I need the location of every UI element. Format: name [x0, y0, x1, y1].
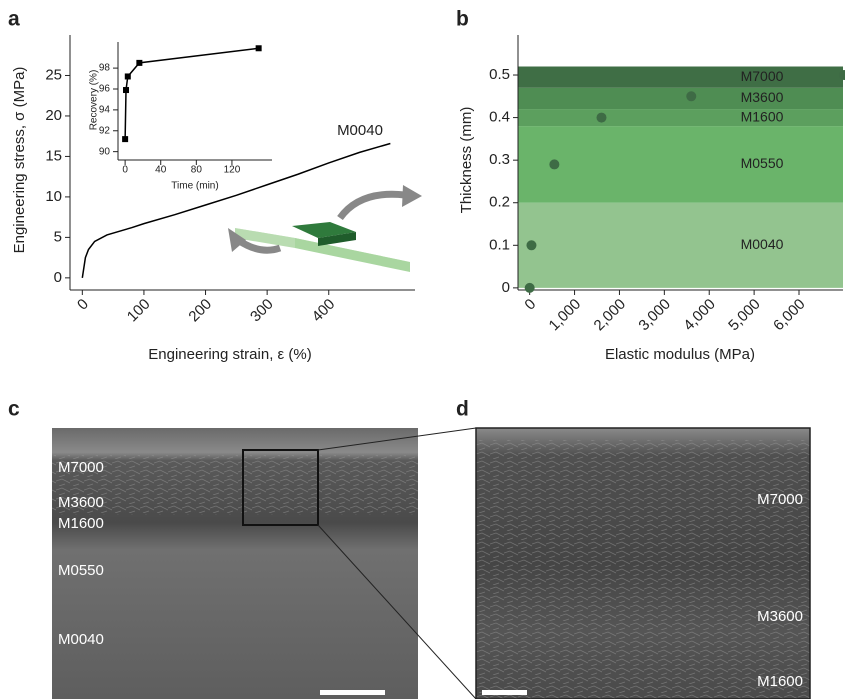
- x-tick-label: 2,000: [591, 296, 630, 335]
- band-label: M7000: [741, 68, 784, 84]
- panel-letter: c: [8, 398, 20, 421]
- x-tick-label: 100: [124, 296, 154, 326]
- y-axis-title: Thickness (mm): [458, 107, 475, 214]
- x-axis-title: Time (min): [171, 181, 218, 192]
- figure: c d M7000 M3600 M1600 M0550 M0040 M7000 …: [0, 0, 845, 699]
- x-tick-label: 400: [309, 296, 339, 326]
- layer-label: M3600: [58, 494, 104, 511]
- chart: 90 92 94 96 98 0 40 80 120 Time (min) Recovery (%): [89, 42, 272, 192]
- point: [526, 240, 536, 250]
- y-tick-label: 96: [99, 84, 111, 95]
- x-tick-label: 120: [224, 165, 241, 176]
- layer-label: M7000: [757, 491, 803, 508]
- layer-label: M1600: [757, 673, 803, 690]
- y-tick-label: 20: [45, 107, 62, 124]
- y-tick-label: 0.5: [489, 66, 510, 83]
- y-tick-label: 90: [99, 146, 111, 157]
- texture: [476, 440, 810, 699]
- band: [518, 109, 843, 126]
- y-axis-title: Recovery (%): [89, 70, 100, 131]
- layer-label: M7000: [58, 459, 104, 476]
- layer-label: M3600: [757, 608, 803, 625]
- y-tick-label: 98: [99, 63, 111, 74]
- point: [525, 283, 535, 293]
- layer-label: M1600: [58, 515, 104, 532]
- y-axis-title: Engineering stress, σ (MPa): [11, 67, 28, 254]
- chart: M0040 M0550 M1600 M3600 M7000 0 0.1 0.2 0.3 0.4 0.…: [456, 8, 845, 363]
- x-tick-label: 4,000: [680, 296, 719, 335]
- y-tick-label: 25: [45, 66, 62, 83]
- band-label: M0550: [741, 155, 784, 171]
- band: [518, 88, 843, 109]
- band-label: M1600: [741, 108, 784, 124]
- y-tick-label: 0: [54, 269, 62, 286]
- layer-label: M0040: [58, 631, 104, 648]
- x-tick-label: 200: [185, 296, 215, 326]
- x-tick-label: 0: [122, 165, 128, 176]
- x-tick-label: 6,000: [770, 296, 809, 335]
- marker: [122, 136, 128, 142]
- y-tick-label: 0.4: [489, 109, 510, 126]
- line: [125, 48, 259, 139]
- panel-letter: a: [8, 8, 20, 31]
- x-tick-label: 0: [521, 296, 539, 314]
- panel-letter: d: [456, 398, 469, 421]
- y-tick-label: 15: [45, 147, 62, 164]
- y-tick-label: 94: [99, 105, 111, 116]
- y-tick-label: 10: [45, 188, 62, 205]
- band: [518, 126, 843, 203]
- y-tick-label: 0.2: [489, 194, 510, 211]
- x-tick-label: 300: [247, 296, 277, 326]
- point: [596, 113, 606, 123]
- y-tick-label: 5: [54, 228, 62, 245]
- texture: [52, 455, 418, 515]
- layer-label: M0550: [58, 562, 104, 579]
- y-tick-label: 0.3: [489, 151, 510, 168]
- x-axis-title: Engineering strain, ε (%): [148, 346, 311, 363]
- x-tick-label: 1,000: [546, 296, 585, 335]
- panel-letter: b: [456, 8, 469, 31]
- y-tick-label: 0.1: [489, 236, 510, 253]
- scale-bar: [320, 690, 385, 695]
- marker: [125, 73, 131, 79]
- y-tick-label: 0: [502, 279, 510, 296]
- x-tick-label: 80: [191, 165, 203, 176]
- band-label: M3600: [741, 89, 784, 105]
- point: [686, 91, 696, 101]
- marker: [123, 87, 129, 93]
- series-label: M0040: [337, 122, 383, 139]
- band: [518, 203, 843, 288]
- y-tick-label: 92: [99, 125, 111, 136]
- x-axis-title: Elastic modulus (MPa): [605, 346, 755, 363]
- point: [549, 159, 559, 169]
- band: [518, 67, 843, 88]
- x-tick-label: 5,000: [725, 296, 764, 335]
- band-label: M0040: [741, 236, 784, 252]
- x-tick-label: 0: [74, 296, 92, 314]
- marker: [136, 60, 142, 66]
- illustration: [228, 185, 422, 272]
- scale-bar: [482, 690, 527, 695]
- x-tick-label: 40: [155, 165, 167, 176]
- marker: [256, 45, 262, 51]
- x-tick-label: 3,000: [635, 296, 674, 335]
